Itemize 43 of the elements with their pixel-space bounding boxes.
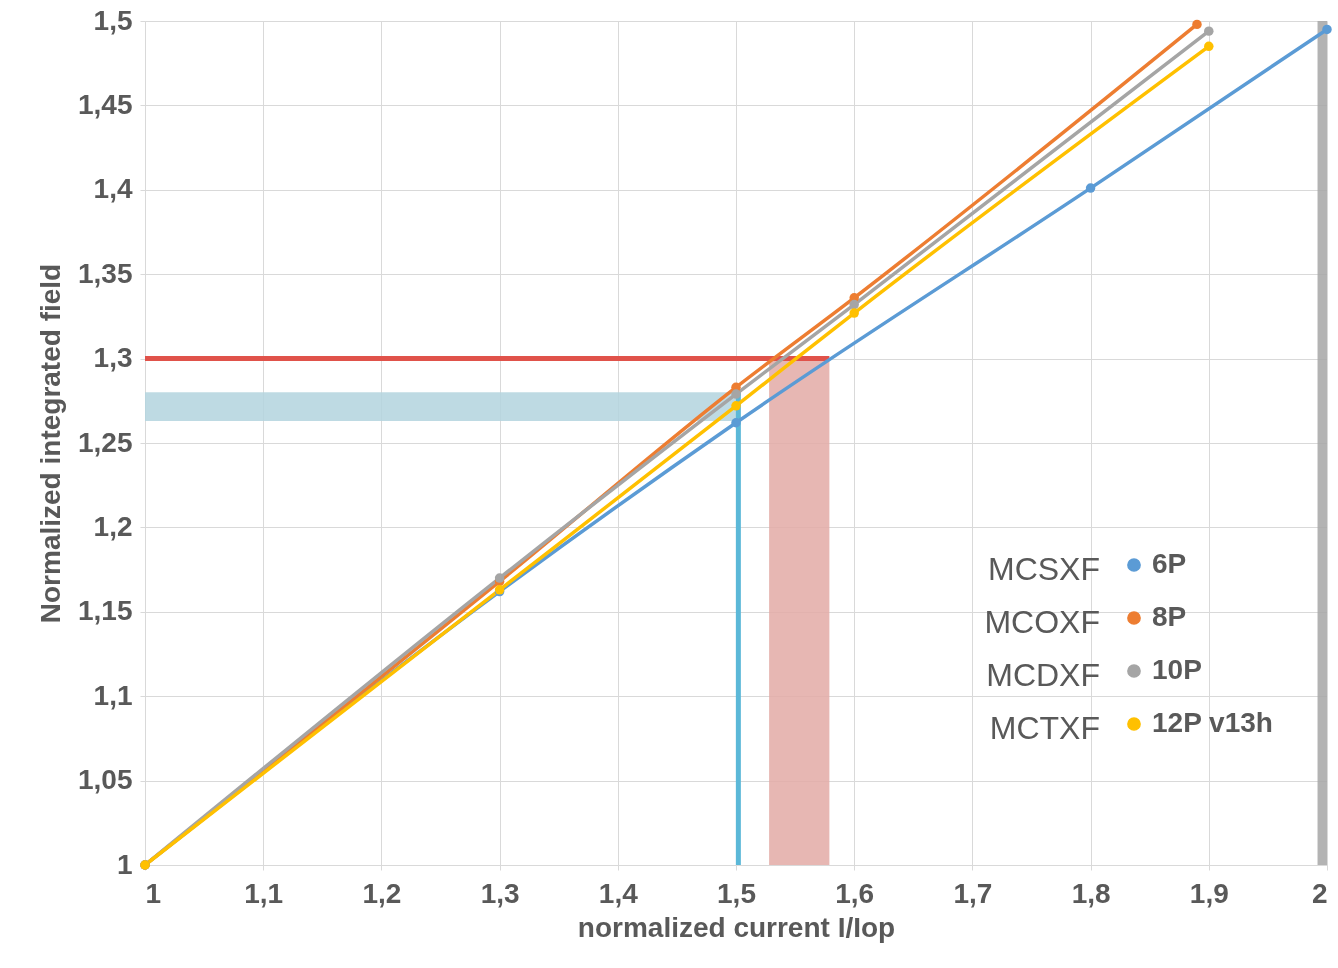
point [731,401,741,411]
x-tick-label: 1,4 [598,877,639,909]
point [1085,183,1096,193]
annotation: MCDXF [986,657,1100,693]
y-tick-label: 1,5 [93,4,133,36]
x-tick-label: 1,3 [480,877,520,909]
x-tick-label: 1,8 [1071,877,1111,909]
y-tick-label: 1,25 [78,426,133,458]
y-tick-label: 1,05 [78,764,133,796]
x-tick-label: 1,9 [1189,877,1229,909]
point [731,389,741,399]
y-axis-title: Normalized integrated field [35,263,66,624]
legend-label: 6P [1152,548,1187,579]
y-tick-label: 1 [116,848,133,880]
y-tick-label: 1,3 [93,342,133,374]
y-tick-label: 1,15 [78,595,133,627]
legend-label: 12P v13h [1152,707,1273,738]
y-tick-label: 1,1 [93,679,133,711]
y-tick-label: 1,35 [78,257,133,289]
y-tick-label: 1,2 [93,510,133,542]
point [849,308,859,318]
x-tick-label: 1,7 [953,877,993,909]
y-tick-label: 1,4 [93,173,133,205]
point [1204,41,1214,52]
x-tick-label: 1,2 [362,877,402,909]
legend-label: 8P [1152,601,1187,632]
x-tick-label: 1 [145,877,162,909]
point [731,418,741,428]
x-tick-label: 1,6 [835,877,875,909]
annotation: MCTXF [989,710,1100,746]
annotation: MCOXF [984,604,1100,640]
point [494,573,505,583]
legend-label: 10P [1152,654,1202,685]
annotation: MCSXF [988,551,1100,587]
point [1192,19,1202,30]
y-tick-label: 1,45 [78,88,133,120]
x-tick-label: 1,5 [717,877,756,909]
point [1204,26,1214,36]
x-tick-label: 2 [1311,877,1328,909]
point [849,299,859,310]
point [1322,24,1332,35]
x-tick-label: 1,1 [244,877,284,909]
x-axis-title: normalized current I/Iop [577,911,896,943]
